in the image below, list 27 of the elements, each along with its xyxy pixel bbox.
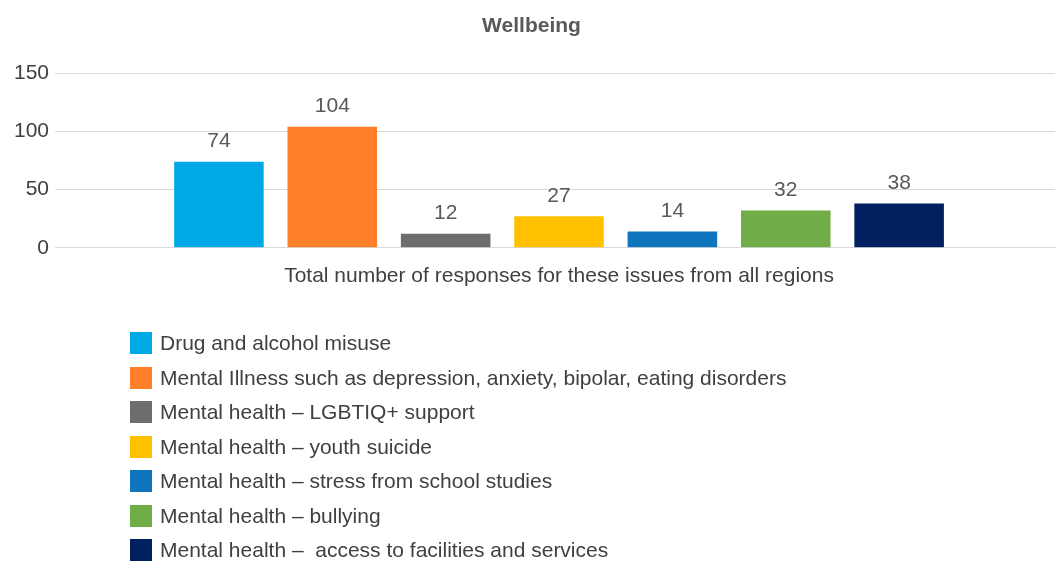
bar (627, 231, 718, 248)
data-label: 38 (887, 169, 911, 193)
chart-title: Wellbeing (482, 13, 581, 37)
legend-label: Mental health – LGBTIQ+ support (160, 400, 475, 425)
bar (287, 126, 378, 248)
y-tick-label: 50 (25, 176, 50, 200)
legend-label: Mental health – youth suicide (160, 434, 433, 459)
data-label: 32 (774, 176, 798, 200)
bar (174, 161, 264, 248)
legend-label: Mental health – stress from school studies (160, 469, 553, 494)
y-tick-label: 0 (37, 234, 50, 258)
data-label: 74 (207, 127, 231, 151)
bar (740, 210, 831, 248)
data-label: 14 (660, 197, 685, 221)
bar (400, 233, 491, 248)
legend-label: Mental health – access to facilities and services (160, 538, 609, 563)
y-tick-label: 150 (13, 60, 50, 83)
x-tick-label: Total number of responses for these issues from all regions (284, 263, 834, 287)
bar (514, 216, 604, 248)
data-label: 12 (433, 200, 458, 224)
y-tick-label: 100 (13, 118, 50, 142)
data-label: 104 (314, 93, 351, 117)
legend-label: Mental health – bullying (160, 503, 381, 528)
legend-label: Drug and alcohol misuse (160, 331, 392, 356)
legend-label: Mental Illness such as depression, anxiety, bipolar, eating disorders (160, 365, 787, 390)
bar (854, 203, 944, 248)
data-label: 27 (547, 182, 571, 206)
